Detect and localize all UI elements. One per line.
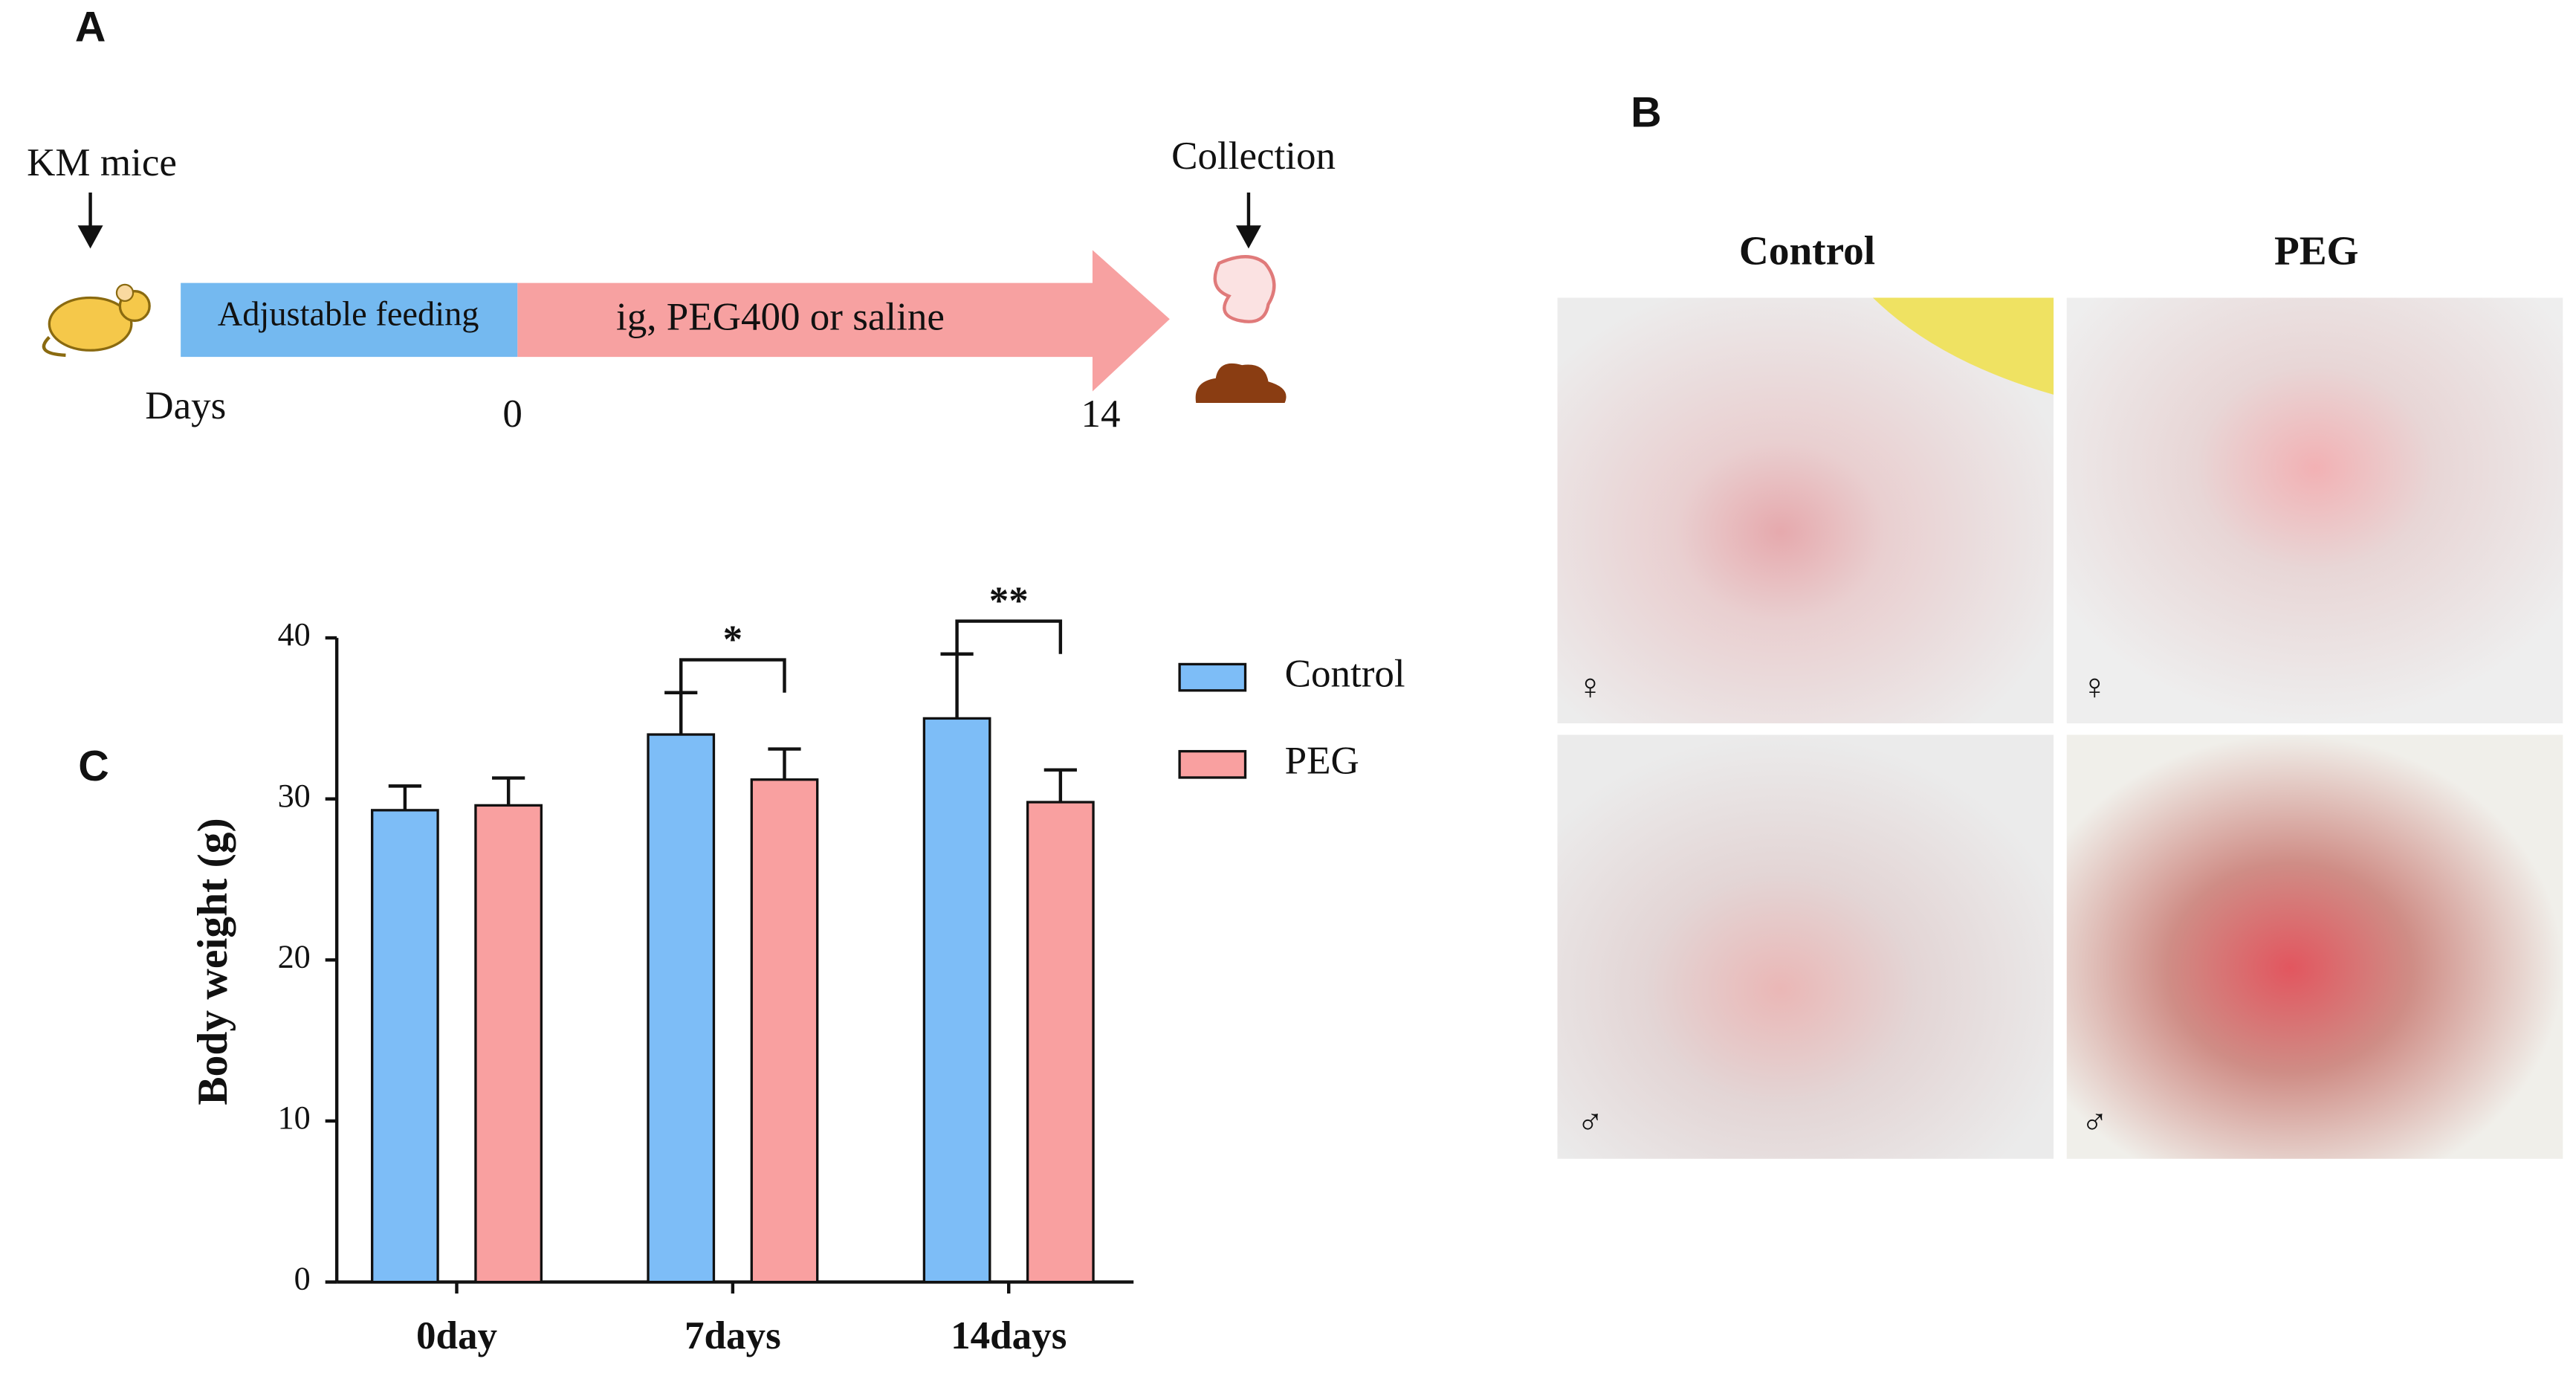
phase1-bar bbox=[181, 282, 518, 358]
sex-symbol: ♂ bbox=[1576, 1102, 1603, 1143]
photo-detail bbox=[1872, 297, 2054, 395]
sex-symbol: ♂ bbox=[2081, 1102, 2108, 1143]
start-label: KM mice bbox=[27, 141, 177, 184]
phase2-label: ig, PEG400 or saline bbox=[616, 296, 945, 339]
bar bbox=[647, 733, 716, 1284]
significance-label: * bbox=[723, 618, 743, 662]
photo bbox=[2066, 297, 2563, 724]
y-tick-label: 10 bbox=[278, 1099, 311, 1136]
y-tick-label: 30 bbox=[278, 778, 311, 814]
significance-bracket bbox=[679, 658, 786, 693]
bar bbox=[474, 804, 543, 1284]
y-tick-label: 40 bbox=[278, 616, 311, 653]
y-tick-label: 0 bbox=[294, 1261, 311, 1297]
phase1-label: Adjustable feeding bbox=[218, 296, 479, 334]
x-tick-label: 0day bbox=[416, 1314, 497, 1357]
panel-label: A bbox=[75, 3, 106, 51]
phase2-arrow bbox=[517, 250, 1170, 392]
significance-label: ** bbox=[989, 580, 1029, 623]
y-tick-label: 20 bbox=[278, 938, 311, 975]
x-tick-label: 7days bbox=[685, 1314, 781, 1357]
column-label: PEG bbox=[2274, 228, 2359, 274]
photo bbox=[1557, 297, 2054, 724]
day-label: 14 bbox=[1081, 393, 1120, 436]
bar bbox=[750, 778, 819, 1284]
mouse-icon bbox=[42, 283, 151, 358]
sex-symbol: ♀ bbox=[2081, 667, 2108, 707]
axis-label: Days bbox=[145, 384, 226, 427]
panel-label: C bbox=[78, 743, 109, 790]
sex-symbol: ♀ bbox=[1576, 667, 1603, 707]
bar bbox=[371, 809, 439, 1284]
x-tick-label: 14days bbox=[951, 1314, 1067, 1357]
y-axis-title: Body weight (g) bbox=[190, 818, 236, 1105]
bar bbox=[1026, 801, 1095, 1284]
photo bbox=[2066, 734, 2563, 1159]
bar bbox=[922, 717, 991, 1284]
end-label: Collection bbox=[1171, 135, 1336, 178]
legend-swatch bbox=[1178, 749, 1247, 779]
photo bbox=[1557, 734, 2054, 1159]
panel-label: B bbox=[1631, 88, 1662, 136]
feces-icon bbox=[1195, 363, 1287, 403]
legend-label: PEG bbox=[1285, 739, 1359, 782]
column-label: Control bbox=[1739, 228, 1875, 274]
arrows bbox=[77, 193, 1261, 249]
legend-label: Control bbox=[1285, 652, 1405, 695]
legend-swatch bbox=[1178, 662, 1247, 692]
day-label: 0 bbox=[502, 393, 522, 436]
significance-bracket bbox=[955, 619, 1063, 654]
intestine-icon bbox=[1213, 255, 1276, 323]
